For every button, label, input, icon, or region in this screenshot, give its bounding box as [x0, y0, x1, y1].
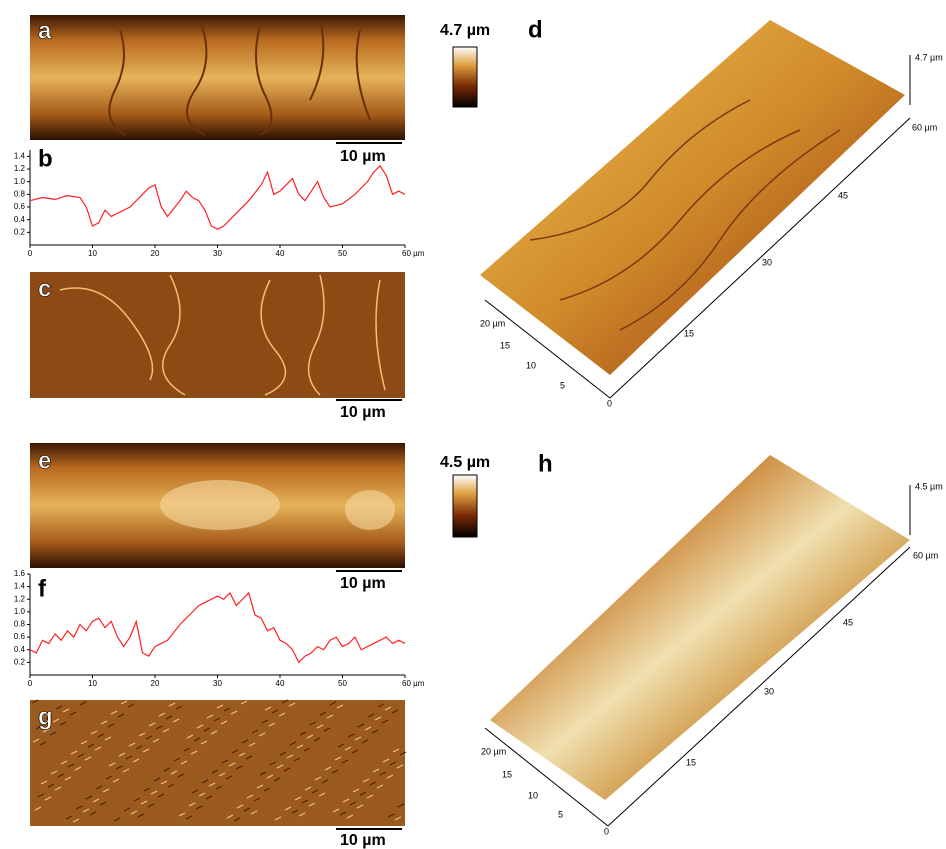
y-tick-label: 0.2 [14, 657, 26, 666]
y-tick-label: 0.4 [14, 215, 26, 224]
axis-tick-label: 30 [764, 686, 774, 696]
x-tick-label: 30 [213, 249, 222, 258]
x-tick-label: 30 [213, 679, 222, 688]
y-tick-label: 0.8 [14, 189, 26, 198]
y-tick-label: 0.4 [14, 645, 26, 654]
axis-tick-label: 10 [526, 360, 536, 370]
x-tick-label: 20 [151, 679, 160, 688]
axis-tick-label: 45 [838, 190, 848, 200]
y-tick-label: 0.6 [14, 632, 26, 641]
y-tick-label: 0.2 [14, 227, 26, 236]
panel-label: a [38, 17, 52, 44]
scale-bar-label: 10 µm [340, 148, 386, 165]
axis-tick-label: 20 µm [481, 746, 506, 756]
x-tick-label: 50 [338, 249, 347, 258]
x-tick-label: 0 [28, 249, 33, 258]
axis-tick-label: 0 [607, 398, 612, 408]
colorbar [453, 47, 477, 107]
profile-line [30, 593, 405, 662]
axis-tick-label: 15 [502, 769, 512, 779]
x-tick-label: 10 [88, 249, 97, 258]
x-tick-label: 0 [28, 679, 33, 688]
y-tick-label: 1.6 [14, 569, 26, 578]
panel-label: d [528, 16, 543, 43]
y-tick-label: 1.0 [14, 607, 26, 616]
x-tick-label: 40 [276, 679, 285, 688]
texture [160, 480, 280, 530]
panel-label: g [38, 703, 53, 730]
scale-bar-label: 10 µm [340, 832, 386, 849]
x-tick-label: 10 [88, 679, 97, 688]
y-tick-label: 0.8 [14, 620, 26, 629]
x-tick-label: 60 µm [402, 249, 425, 258]
panel-label: b [38, 145, 53, 172]
panel-label: e [38, 447, 51, 474]
figure: a 10 µm c 10 µm 4.7 µm d 4.7 µm 60 µm 45… [0, 0, 946, 849]
y-tick-label: 1.4 [14, 151, 26, 160]
z-label: 4.5 µm [915, 481, 943, 491]
scale-bar-label: 10 µm [340, 404, 386, 421]
panel-label: c [38, 275, 51, 302]
y-tick-label: 0.6 [14, 202, 26, 211]
axis-tick-label: 0 [604, 826, 609, 836]
colorbar-label: 4.7 µm [440, 22, 490, 39]
profile-line [30, 166, 405, 229]
surface-3d [490, 455, 910, 800]
axis-tick-label: 60 µm [913, 550, 938, 560]
x-tick-label: 50 [338, 679, 347, 688]
axis-tick-label: 15 [686, 757, 696, 767]
colorbar [453, 475, 477, 537]
y-tick-label: 1.4 [14, 582, 26, 591]
axis-tick-label: 15 [500, 340, 510, 350]
panel-label: f [38, 575, 47, 602]
axis-tick-label: 5 [560, 380, 565, 390]
panel-label: h [538, 450, 553, 477]
z-label: 4.7 µm [915, 52, 943, 62]
x-tick-label: 40 [276, 249, 285, 258]
axis-tick-label: 5 [558, 809, 563, 819]
scale-bar-label: 10 µm [340, 575, 386, 592]
y-tick-label: 1.0 [14, 177, 26, 186]
x-tick-label: 20 [151, 249, 160, 258]
afm-image [30, 272, 405, 398]
y-tick-label: 1.2 [14, 594, 26, 603]
y-tick-label: 1.2 [14, 164, 26, 173]
axis-tick-label: 30 [762, 257, 772, 267]
colorbar-label: 4.5 µm [440, 454, 490, 471]
texture [345, 490, 395, 530]
axis-tick-label: 60 µm [912, 122, 937, 132]
axis-tick-label: 15 [684, 328, 694, 338]
afm-image [30, 15, 405, 140]
axis-tick-label: 45 [843, 617, 853, 627]
axis-tick-label: 10 [528, 790, 538, 800]
axis-tick-label: 20 µm [480, 318, 505, 328]
x-tick-label: 60 µm [402, 679, 425, 688]
